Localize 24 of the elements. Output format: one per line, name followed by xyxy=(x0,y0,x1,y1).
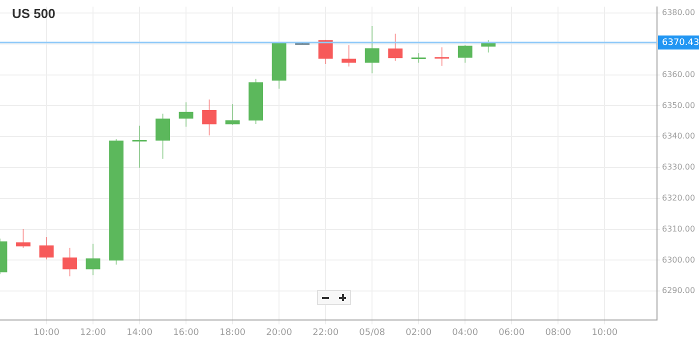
x-tick-label: 14:00 xyxy=(126,328,153,338)
x-tick-label: 06:00 xyxy=(498,328,525,338)
y-tick-label: 6330.00 xyxy=(662,162,696,172)
x-tick-label: 20:00 xyxy=(266,328,292,338)
x-tick-label: 12:00 xyxy=(80,328,106,338)
ref-line-label: 6370.43 xyxy=(662,38,699,48)
x-tick-label: 10:00 xyxy=(34,328,60,338)
x-tick-label: 22:00 xyxy=(312,328,339,338)
chart-title: US 500 xyxy=(12,6,56,21)
x-tick-label: 08:00 xyxy=(545,328,572,338)
x-tick-label: 04:00 xyxy=(452,328,478,338)
y-tick-label: 6290.00 xyxy=(662,286,696,296)
x-tick-label: 16:00 xyxy=(173,328,200,338)
x-tick-label: 02:00 xyxy=(406,328,432,338)
y-tick-label: 6300.00 xyxy=(662,255,696,264)
x-tick-label: 18:00 xyxy=(220,328,246,338)
y-tick-label: 6310.00 xyxy=(662,224,696,234)
y-tick-label: 6350.00 xyxy=(662,100,696,110)
x-tick-label: 10:00 xyxy=(592,328,618,338)
x-tick-label: 05/08 xyxy=(359,328,386,338)
y-tick-label: 6320.00 xyxy=(662,194,696,203)
y-tick-label: 6360.00 xyxy=(662,70,696,79)
y-tick-label: 6340.00 xyxy=(662,132,696,141)
y-tick-label: 6380.00 xyxy=(662,8,696,18)
